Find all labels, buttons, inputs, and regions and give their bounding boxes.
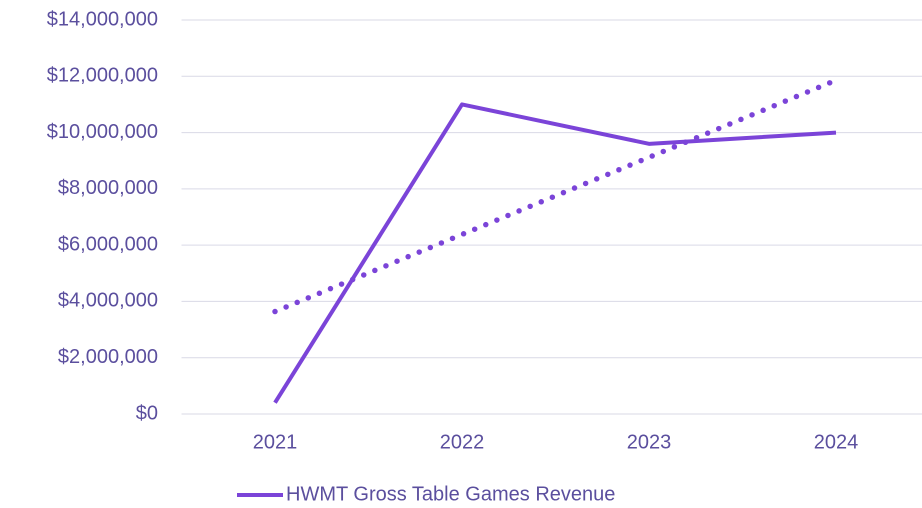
series-line — [273, 102, 837, 404]
y-tick-label: $8,000,000 — [58, 177, 158, 199]
trendline — [272, 77, 839, 315]
y-tick-label: $4,000,000 — [58, 290, 158, 312]
y-tick-label: $6,000,000 — [58, 233, 158, 255]
x-tick-label: 2022 — [440, 431, 485, 453]
y-tick-label: $10,000,000 — [47, 121, 158, 143]
y-tick-label: $2,000,000 — [58, 346, 158, 368]
y-tick-label: $14,000,000 — [47, 8, 158, 30]
legend-label: HWMT Gross Table Games Revenue — [286, 483, 615, 505]
x-tick-label: 2024 — [814, 431, 859, 453]
y-tick-label: $0 — [136, 402, 158, 424]
y-tick-label: $12,000,000 — [47, 65, 158, 87]
x-tick-label: 2021 — [253, 431, 298, 453]
x-tick-label: 2023 — [627, 431, 672, 453]
